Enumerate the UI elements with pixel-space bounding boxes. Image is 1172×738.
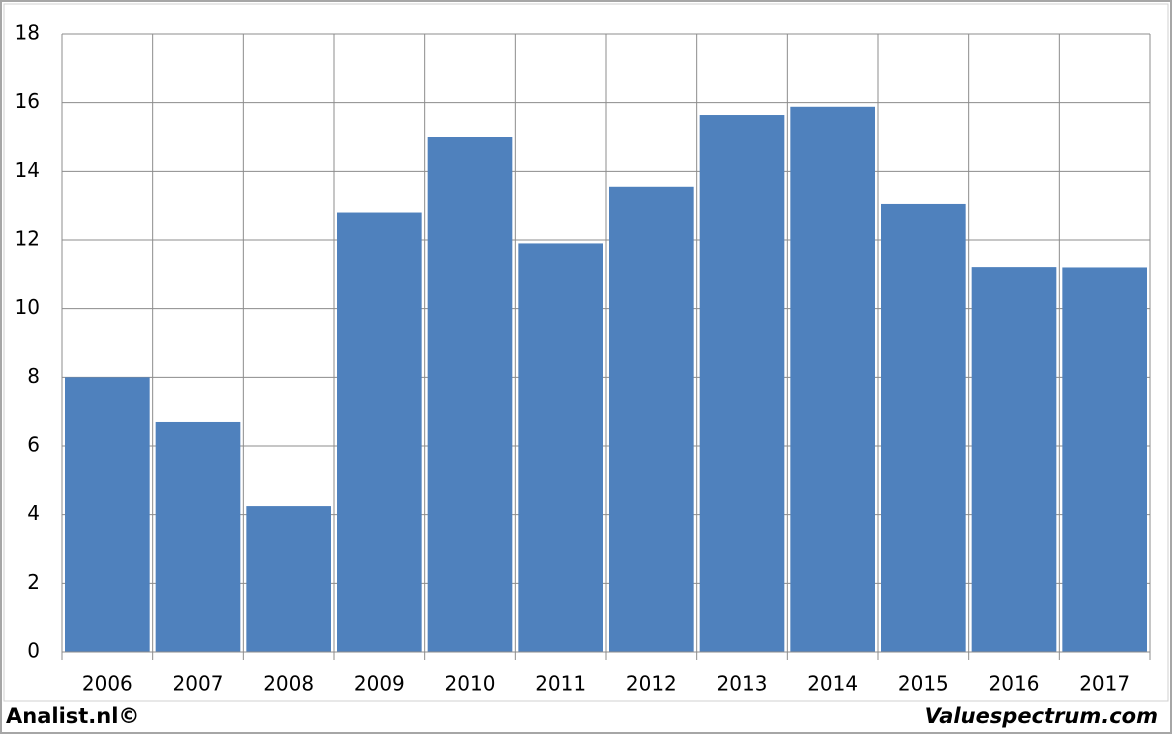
bar — [699, 115, 785, 652]
x-tick-label: 2006 — [82, 672, 133, 696]
y-tick-label: 4 — [27, 501, 40, 525]
footer-left: Analist.nl© — [6, 704, 139, 728]
bar — [1062, 267, 1147, 652]
y-tick-label: 2 — [27, 570, 40, 594]
y-tick-label: 18 — [15, 21, 40, 45]
x-tick-label: 2012 — [626, 672, 677, 696]
y-tick-label: 16 — [15, 89, 40, 113]
x-tick-label: 2010 — [445, 672, 496, 696]
x-tick-label: 2007 — [173, 672, 224, 696]
y-tick-label: 12 — [15, 227, 40, 251]
y-tick-label: 10 — [15, 295, 40, 319]
bar — [518, 243, 603, 652]
bar — [337, 212, 422, 653]
bar — [246, 506, 331, 652]
bar — [155, 421, 241, 652]
x-tick-label: 2011 — [535, 672, 586, 696]
footer-right: Valuespectrum.com — [925, 704, 1158, 728]
bar — [881, 203, 966, 652]
bar — [790, 106, 875, 652]
y-tick-label: 0 — [27, 639, 40, 663]
x-tick-label: 2017 — [1079, 672, 1130, 696]
x-tick-label: 2008 — [263, 672, 314, 696]
x-tick-label: 2009 — [354, 672, 405, 696]
bar — [971, 267, 1057, 652]
bar — [609, 186, 694, 653]
bar — [427, 137, 513, 652]
y-tick-label: 8 — [27, 364, 40, 388]
x-tick-label: 2014 — [807, 672, 858, 696]
y-tick-label: 6 — [27, 433, 40, 457]
y-tick-label: 14 — [15, 158, 40, 182]
bar — [65, 377, 150, 652]
x-tick-label: 2013 — [717, 672, 768, 696]
x-tick-label: 2016 — [989, 672, 1040, 696]
x-tick-label: 2015 — [898, 672, 949, 696]
